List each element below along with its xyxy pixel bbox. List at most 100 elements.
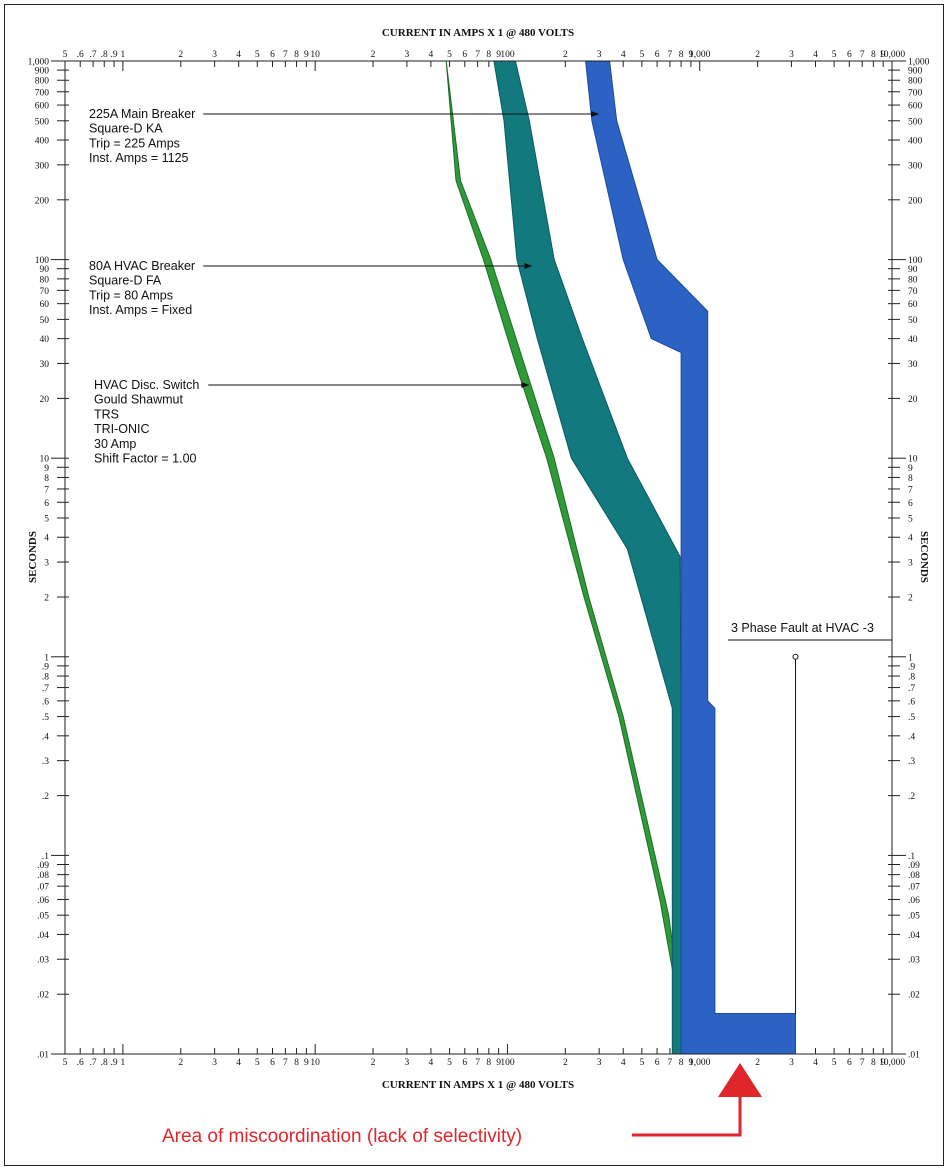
x-tick-label-bottom: 5 [639,1058,644,1068]
x-tick-label-bottom: 7 [860,1058,865,1068]
x-tick-label-bottom: 3 [405,1058,410,1068]
y-tick-label-right: .08 [908,871,920,881]
x-tick-label-top: 7 [283,50,288,60]
x-tick-label-top: 7 [668,50,673,60]
x-tick-label-bottom: 3 [789,1058,794,1068]
annotation-line: TRS [94,407,119,421]
x-tick-label-bottom: 6 [847,1058,852,1068]
x-tick-label-bottom: 5 [63,1058,68,1068]
fault-marker: 3 Phase Fault at HVAC -3 [728,621,892,1014]
x-tick-label-bottom: 2 [371,1058,376,1068]
y-tick-label-right: .5 [908,713,915,723]
x-tick-label-bottom: 8 [486,1058,491,1068]
x-tick-label-bottom: 2 [563,1058,568,1068]
y-tick-label-left: .03 [37,956,49,966]
y-tick-label-left: .09 [37,861,49,871]
annotation-line: Inst. Amps = 1125 [89,151,189,165]
x-tick-label-top: 10,000 [879,50,905,60]
y-tick-label-right: 50 [908,316,918,326]
annotation-arrowhead [524,263,533,269]
annotation-arrowhead [521,382,530,388]
x-tick-label-bottom: 1,000 [689,1058,711,1068]
y-tick-label-right: 80 [908,275,918,285]
x-tick-label-top: 9 [881,50,886,60]
x-tick-label-bottom: .6 [77,1058,84,1068]
y-tick-label-left: 1 [44,653,49,663]
y-tick-label-left: .8 [42,673,49,683]
annotation-line: Trip = 80 Amps [89,288,173,302]
y-tick-label-right: 5 [908,514,913,524]
x-tick-label-top: 5 [63,50,68,60]
x-tick-label-top: 6 [270,50,275,60]
y-tick-label-right: .01 [908,1051,920,1061]
x-tick-label-top: 4 [621,50,626,60]
y-tick-label-left: 7 [44,485,49,495]
y-tick-label-right: .8 [908,673,915,683]
y-tick-label-right: 200 [908,196,923,206]
y-tick-label-right: 600 [908,102,923,112]
x-tick-label-top: 2 [563,50,568,60]
x-tick-label-bottom: 7 [668,1058,673,1068]
y-tick-label-right: 90 [908,265,918,275]
y-tick-label-left: .01 [37,1051,49,1061]
y-tick-label-left: .05 [37,912,49,922]
x-tick-label-top: 2 [371,50,376,60]
y-tick-label-right: .6 [908,697,915,707]
x-tick-label-bottom: 4 [621,1058,626,1068]
y-tick-label-left: 300 [35,161,50,171]
y-tick-label-right: 800 [908,77,923,87]
y-tick-label-right: 10 [908,455,918,465]
y-tick-label-right: .05 [908,912,920,922]
x-tick-label-bottom: .7 [90,1058,97,1068]
figure-frame [4,4,944,1166]
x-tick-label-top: 3 [212,50,217,60]
y-tick-label-right: 300 [908,161,923,171]
x-tick-label-top: 5 [639,50,644,60]
y-tick-label-right: 2 [908,594,913,604]
y-tick-label-left: .06 [37,896,49,906]
y-tick-label-right: 6 [908,499,913,509]
y-tick-label-right: .02 [908,991,920,1001]
x-tick-label-bottom: 10 [310,1058,320,1068]
y-tick-label-right: 3 [908,559,913,569]
x-tick-label-top: 9 [496,50,501,60]
x-tick-label-bottom: 3 [597,1058,602,1068]
y-tick-label-left: 400 [35,137,50,147]
fault-point [792,653,799,660]
tick-labels: 55.6.6.7.7.8.8.9.91122334455667788991010… [28,50,930,1068]
x-tick-label-top: 4 [236,50,241,60]
main-breaker-band [585,60,796,1055]
x-tick-label-bottom: 5 [447,1058,452,1068]
x-tick-label-top: 6 [655,50,660,60]
y-tick-label-right: 40 [908,335,918,345]
x-tick-label-top: 8 [679,50,684,60]
x-tick-label-bottom: 8 [871,1058,876,1068]
x-tick-label-bottom: 4 [813,1058,818,1068]
x-tick-label-top: 8 [486,50,491,60]
callout-leader-line [632,1095,742,1137]
y-tick-label-left: .4 [42,732,49,742]
x-tick-label-bottom: 4 [429,1058,434,1068]
x-tick-label-bottom: 2 [755,1058,760,1068]
x-tick-label-top: 100 [500,50,515,60]
y-tick-label-left: 3 [44,559,49,569]
y-tick-label-right: 60 [908,300,918,310]
y-tick-label-left: .3 [42,757,49,767]
y-tick-label-right: 100 [908,256,923,266]
x-tick-label-bottom: 2 [178,1058,183,1068]
annotation-line: Trip = 225 Amps [89,136,180,150]
x-tick-label-bottom: 5 [255,1058,260,1068]
x-tick-label-top: .7 [90,50,97,60]
x-tick-label-bottom: 6 [655,1058,660,1068]
x-tick-label-bottom: 6 [462,1058,467,1068]
y-tick-label-left: .9 [42,662,49,672]
y-tick-label-right: 9 [908,464,913,474]
y-tick-label-left: 90 [40,265,50,275]
y-tick-label-left: .04 [37,931,49,941]
y-tick-label-left: 70 [40,287,50,297]
y-tick-label-right: .3 [908,757,915,767]
y-tick-label-left: 900 [35,67,50,77]
y-tick-label-left: 30 [40,360,50,370]
